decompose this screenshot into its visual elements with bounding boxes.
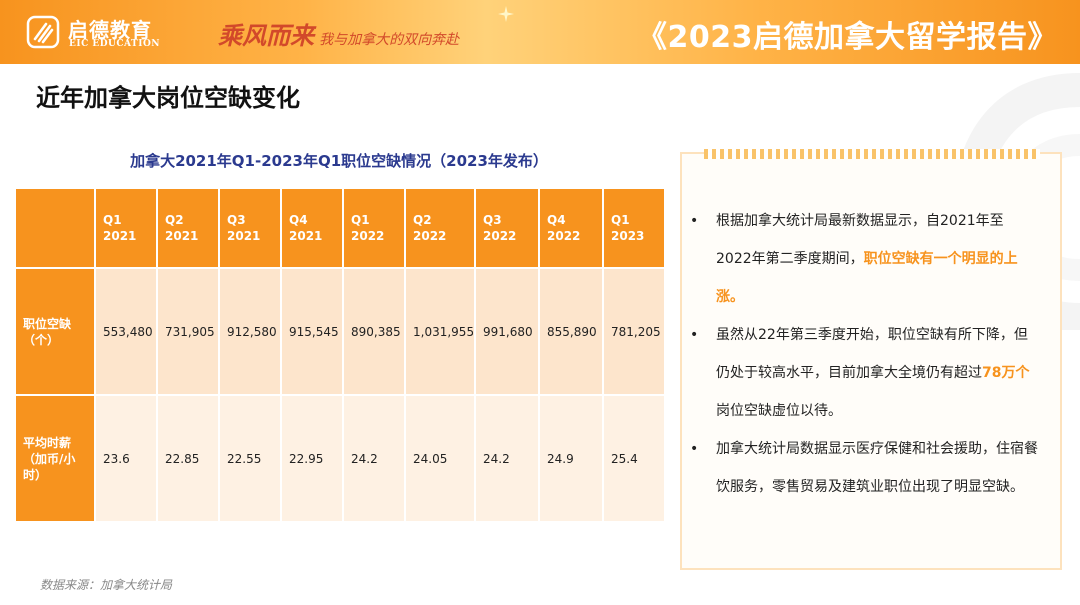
column-header: Q2 2022 <box>404 187 476 269</box>
note-item: • 虽然从22年第三季度开始，职位空缺有所下降，但仍处于较高水平，目前加拿大全境… <box>682 316 1060 430</box>
table-cell: 24.2 <box>342 394 406 523</box>
vacancy-table: Q1 2021 Q2 2021 Q3 2021 Q4 2021 Q1 2022 Q2 202… <box>14 187 666 523</box>
table-cell: 855,890 <box>538 267 604 396</box>
table-cell: 553,480 <box>94 267 158 396</box>
column-year: 2022 <box>547 229 581 243</box>
note-text: 加拿大统计局数据显示医疗保健和社会援助，住宿餐饮服务，零售贸易及建筑业职位出现了… <box>716 441 1038 495</box>
notes-panel: • 根据加拿大统计局最新数据显示，自2021年至2022年第二季度期间，职位空缺… <box>680 149 1062 570</box>
row-label-line: （加币/小 <box>23 451 76 466</box>
column-quarter: Q1 <box>103 213 122 227</box>
table-cell: 22.85 <box>156 394 220 523</box>
column-header: Q1 2021 <box>94 187 158 269</box>
note-item: • 根据加拿大统计局最新数据显示，自2021年至2022年第二季度期间，职位空缺… <box>682 202 1060 316</box>
bullet-icon: • <box>690 327 699 343</box>
table-cell: 22.55 <box>218 394 282 523</box>
sparkle-icon <box>498 6 514 22</box>
row-label-line: （个） <box>23 332 60 347</box>
bullet-icon: • <box>690 441 699 457</box>
column-year: 2021 <box>165 229 199 243</box>
column-quarter: Q2 <box>413 213 432 227</box>
table-cell: 25.4 <box>602 394 666 523</box>
note-text-after: 岗位空缺虚位以待。 <box>716 403 842 419</box>
column-year: 2021 <box>289 229 323 243</box>
column-year: 2023 <box>611 229 645 243</box>
note-highlight: 职位空缺有一个明显的上涨。 <box>716 251 1018 305</box>
table-header-row: Q1 2021 Q2 2021 Q3 2021 Q4 2021 Q1 2022 Q2 202… <box>14 187 666 269</box>
notes-list: • 根据加拿大统计局最新数据显示，自2021年至2022年第二季度期间，职位空缺… <box>682 202 1060 506</box>
column-header: Q3 2021 <box>218 187 282 269</box>
row-label-line: 时） <box>23 467 48 482</box>
page-title: 近年加拿大岗位空缺变化 <box>36 84 300 112</box>
report-title: 《2023启德加拿大留学报告》 <box>637 20 1058 55</box>
bullet-icon: • <box>690 213 699 229</box>
column-year: 2021 <box>227 229 261 243</box>
column-quarter: Q3 <box>227 213 246 227</box>
column-header: Q4 2021 <box>280 187 344 269</box>
table-cell: 24.2 <box>474 394 540 523</box>
note-text: 虽然从22年第三季度开始，职位空缺有所下降，但仍处于较高水平，目前加拿大全境仍有… <box>716 327 1028 381</box>
column-year: 2022 <box>351 229 385 243</box>
column-quarter: Q3 <box>483 213 502 227</box>
column-header: Q1 2022 <box>342 187 406 269</box>
table-cell: 781,205 <box>602 267 666 396</box>
table-cell: 22.95 <box>280 394 344 523</box>
table-cell: 1,031,955 <box>404 267 476 396</box>
table-row-vacancies: 职位空缺 （个） 553,480 731,905 912,580 915,545 … <box>14 267 666 396</box>
header-banner: 启德教育 EIC EDUCATION 乘风而来 我与加拿大的双向奔赴 《2023… <box>0 0 1080 64</box>
table-cell: 890,385 <box>342 267 406 396</box>
note-item: • 加拿大统计局数据显示医疗保健和社会援助，住宿餐饮服务，零售贸易及建筑业职位出… <box>682 430 1060 506</box>
slogan-sub: 我与加拿大的双向奔赴 <box>319 32 460 48</box>
column-quarter: Q4 <box>289 213 308 227</box>
row-label-hourly-wage: 平均时薪 （加币/小 时） <box>14 394 96 523</box>
logo-english-name: EIC EDUCATION <box>69 39 161 49</box>
table-cell: 912,580 <box>218 267 282 396</box>
table-cell: 991,680 <box>474 267 540 396</box>
table-cell: 915,545 <box>280 267 344 396</box>
table-cell: 23.6 <box>94 394 158 523</box>
table-cell: 24.05 <box>404 394 476 523</box>
column-quarter: Q1 <box>351 213 370 227</box>
table-corner-cell <box>14 187 96 269</box>
row-label-line: 平均时薪 <box>23 435 72 450</box>
table-cell: 731,905 <box>156 267 220 396</box>
column-header: Q3 2022 <box>474 187 540 269</box>
slogan: 乘风而来 我与加拿大的双向奔赴 <box>218 16 459 51</box>
table-cell: 24.9 <box>538 394 604 523</box>
logo-chinese-name: 启德教育 <box>68 18 152 42</box>
slogan-main: 乘风而来 <box>218 21 314 50</box>
note-highlight: 78万个 <box>982 365 1030 381</box>
table-row-hourly-wage: 平均时薪 （加币/小 时） 23.6 22.85 22.55 22.95 24.2 … <box>14 394 666 523</box>
row-label-line: 职位空缺 <box>23 316 72 331</box>
table-caption: 加拿大2021年Q1-2023年Q1职位空缺情况（2023年发布） <box>130 152 548 170</box>
dashed-bar-decoration <box>704 149 1040 159</box>
brand-logo[interactable]: 启德教育 EIC EDUCATION <box>26 12 176 52</box>
column-header: Q1 2023 <box>602 187 666 269</box>
column-year: 2021 <box>103 229 137 243</box>
note-text: 根据加拿大统计局最新数据显示，自2021年至2022年第二季度期间， <box>716 213 1004 267</box>
column-year: 2022 <box>483 229 517 243</box>
column-header: Q4 2022 <box>538 187 604 269</box>
column-header: Q2 2021 <box>156 187 220 269</box>
data-source-note: 数据来源：加拿大统计局 <box>40 578 173 592</box>
column-quarter: Q1 <box>611 213 630 227</box>
column-quarter: Q2 <box>165 213 184 227</box>
row-label-vacancies: 职位空缺 （个） <box>14 267 96 396</box>
column-quarter: Q4 <box>547 213 566 227</box>
column-year: 2022 <box>413 229 447 243</box>
eic-logo-icon <box>26 15 60 49</box>
